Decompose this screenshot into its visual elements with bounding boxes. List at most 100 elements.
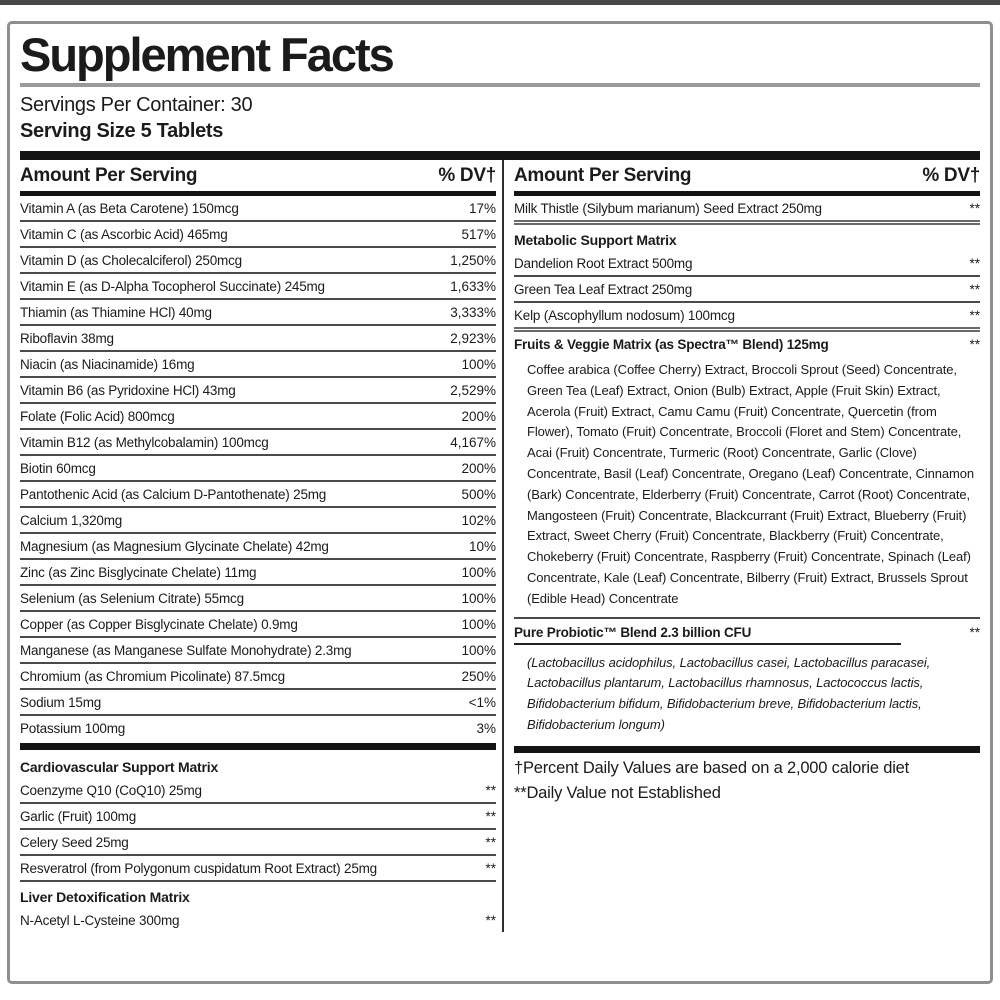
daily-value: <1% (468, 695, 496, 711)
percent-dv-label: % DV† (922, 165, 980, 187)
ingredient-name: Dandelion Root Extract 500mg (514, 256, 693, 272)
ingredient-row: Calcium 1,320mg 102% (20, 508, 496, 535)
daily-value: 100% (461, 357, 496, 373)
ingredient-name: Selenium (as Selenium Citrate) 55mcg (20, 591, 244, 607)
ingredient-row: Vitamin E (as D-Alpha Tocopherol Succina… (20, 274, 496, 301)
supplement-facts-panel: Supplement Facts Servings Per Container:… (7, 21, 993, 984)
ingredient-name: Coenzyme Q10 (CoQ10) 25mg (20, 783, 202, 799)
blend-ingredient-list: (Lactobacillus acidophilus, Lactobacillu… (527, 654, 931, 732)
ingredient-name: Riboflavin 38mg (20, 331, 114, 347)
ingredient-row: Selenium (as Selenium Citrate) 55mcg 100% (20, 586, 496, 613)
daily-value: 17% (468, 201, 496, 217)
footnote: †Percent Daily Values are based on a 2,0… (514, 758, 910, 777)
daily-value: 200% (461, 409, 496, 425)
daily-value: ** (969, 282, 980, 298)
ingredient-row: Milk Thistle (Silybum marianum) Seed Ext… (514, 196, 980, 226)
page-title: Supplement Facts (20, 28, 395, 81)
ingredient-name: Fruits & Veggie Matrix (as Spectra™ Blen… (514, 337, 829, 353)
ingredient-name: Milk Thistle (Silybum marianum) Seed Ext… (514, 201, 822, 217)
ingredient-name: Manganese (as Manganese Sulfate Monohydr… (20, 643, 352, 659)
facts-columns: Amount Per Serving % DV† Vitamin A (as B… (20, 151, 980, 933)
ingredient-row: Biotin 60mcg 200% (20, 456, 496, 483)
ingredient-name: Garlic (Fruit) 100mg (20, 809, 137, 825)
daily-value: 10% (468, 539, 496, 555)
daily-value: 3% (476, 721, 496, 737)
daily-value: ** (969, 201, 980, 217)
ingredient-name: Vitamin A (as Beta Carotene) 150mcg (20, 201, 239, 217)
daily-value: ** (485, 783, 496, 799)
ingredient-row: N-Acetyl L-Cysteine 300mg ** (20, 908, 496, 932)
right-column: Amount Per Serving % DV† Milk Thistle (S… (502, 160, 980, 933)
ingredient-row: Pantothenic Acid (as Calcium D-Pantothen… (20, 482, 496, 509)
ingredient-name: Pure Probiotic™ Blend 2.3 billion CFU (514, 625, 902, 645)
ingredient-row: Potassium 100mg 3% (20, 716, 496, 740)
ingredient-name: Green Tea Leaf Extract 250mg (514, 282, 693, 298)
section-divider-bar (20, 743, 496, 751)
daily-value: ** (969, 624, 980, 640)
daily-value: ** (485, 809, 496, 825)
daily-value: ** (969, 308, 980, 324)
daily-value: 100% (461, 617, 496, 633)
percent-dv-label: % DV† (438, 165, 496, 187)
ingredient-row: Niacin (as Niacinamide) 16mg 100% (20, 352, 496, 379)
matrix-section-header: Cardiovascular Support Matrix (20, 759, 219, 776)
daily-value: ** (485, 835, 496, 851)
blend-ingredient-list: Coffee arabica (Coffee Cherry) Extract, … (514, 356, 980, 619)
ingredient-name: Vitamin D (as Cholecalciferol) 250mcg (20, 253, 242, 269)
daily-value: 100% (461, 565, 496, 581)
ingredient-row: Sodium 15mg <1% (20, 690, 496, 717)
daily-value: 2,529% (450, 383, 496, 399)
ingredient-name: Vitamin B12 (as Methylcobalamin) 100mcg (20, 435, 269, 451)
ingredient-name: N-Acetyl L-Cysteine 300mg (20, 913, 180, 929)
ingredient-name: Niacin (as Niacinamide) 16mg (20, 357, 195, 373)
ingredient-name: Vitamin E (as D-Alpha Tocopherol Succina… (20, 279, 325, 295)
ingredient-row: Vitamin B12 (as Methylcobalamin) 100mcg 4… (20, 430, 496, 457)
ingredient-row: Magnesium (as Magnesium Glycinate Chelat… (20, 534, 496, 561)
matrix-section-header: Metabolic Support Matrix (514, 232, 677, 249)
daily-value: 102% (461, 513, 496, 529)
right-column-header: Amount Per Serving % DV† (514, 160, 980, 197)
left-column: Amount Per Serving % DV† Vitamin A (as B… (20, 160, 502, 932)
ingredient-name: Resveratrol (from Polygonum cuspidatum R… (20, 861, 377, 877)
ingredient-name: Calcium 1,320mg (20, 513, 123, 529)
left-column-header: Amount Per Serving % DV† (20, 160, 496, 197)
title-divider (20, 83, 980, 88)
ingredient-row: Pure Probiotic™ Blend 2.3 billion CFU ** (514, 620, 980, 649)
ingredient-row: Resveratrol (from Polygonum cuspidatum R… (20, 856, 496, 883)
ingredient-row: Riboflavin 38mg 2,923% (20, 326, 496, 353)
ingredient-row: Vitamin D (as Cholecalciferol) 250mcg 1,2… (20, 248, 496, 275)
daily-value: ** (485, 913, 496, 929)
ingredient-row: Vitamin A (as Beta Carotene) 150mcg 17% (20, 196, 496, 223)
daily-value: 100% (461, 643, 496, 659)
daily-value: 200% (461, 461, 496, 477)
daily-value: 1,633% (450, 279, 496, 295)
footnote: **Daily Value not Established (514, 783, 721, 802)
ingredient-row: Green Tea Leaf Extract 250mg ** (514, 277, 980, 304)
section-divider-bar (514, 745, 980, 753)
ingredient-name: Copper (as Copper Bisglycinate Chelate) … (20, 617, 298, 633)
serving-size: Serving Size 5 Tablets (20, 120, 224, 143)
ingredient-name: Zinc (as Zinc Bisglycinate Chelate) 11mg (20, 565, 257, 581)
ingredient-row: Garlic (Fruit) 100mg ** (20, 804, 496, 831)
ingredient-row: Vitamin C (as Ascorbic Acid) 465mg 517% (20, 222, 496, 249)
daily-value: 2,923% (450, 331, 496, 347)
ingredient-row: Dandelion Root Extract 500mg ** (514, 251, 980, 278)
ingredient-name: Biotin 60mcg (20, 461, 96, 477)
daily-value: 100% (461, 591, 496, 607)
ingredient-row: Manganese (as Manganese Sulfate Monohydr… (20, 638, 496, 665)
ingredient-row: Thiamin (as Thiamine HCl) 40mg 3,333% (20, 300, 496, 327)
daily-value: 500% (461, 487, 496, 503)
ingredient-row: Vitamin B6 (as Pyridoxine HCl) 43mg 2,529… (20, 378, 496, 405)
ingredient-name: Sodium 15mg (20, 695, 102, 711)
amount-per-serving-label: Amount Per Serving (20, 165, 198, 187)
ingredient-row: Fruits & Veggie Matrix (as Spectra™ Blen… (514, 332, 980, 356)
ingredient-row: Celery Seed 25mg ** (20, 830, 496, 857)
servings-per-container: Servings Per Container: 30 (20, 94, 253, 117)
ingredient-name: Chromium (as Chromium Picolinate) 87.5mc… (20, 669, 285, 685)
ingredient-name: Celery Seed 25mg (20, 835, 129, 851)
daily-value: 3,333% (450, 305, 496, 321)
ingredient-name: Thiamin (as Thiamine HCl) 40mg (20, 305, 212, 321)
daily-value: 1,250% (450, 253, 496, 269)
daily-value: ** (485, 861, 496, 877)
ingredient-name: Folate (Folic Acid) 800mcg (20, 409, 175, 425)
